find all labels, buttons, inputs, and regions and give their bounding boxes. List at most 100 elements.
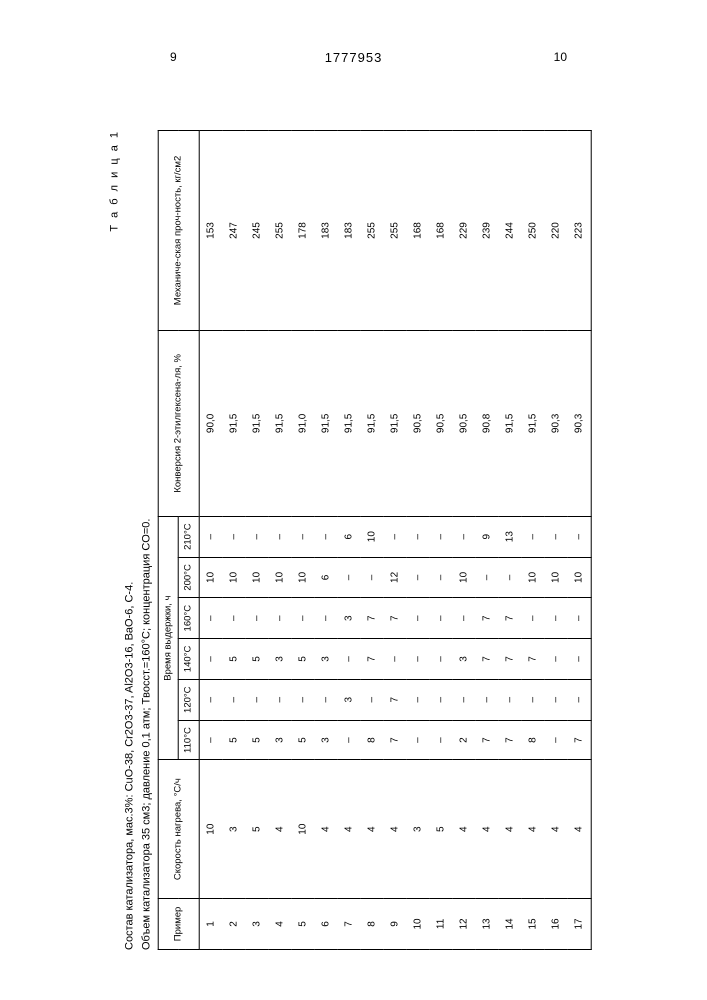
cell-t140: 7 xyxy=(475,639,498,680)
cell-t160: 7 xyxy=(383,598,406,639)
cell-conversion: 90,5 xyxy=(406,330,429,516)
cell-t200: 10 xyxy=(222,557,245,598)
cell-t140: – xyxy=(199,639,223,680)
cell-conversion: 91,5 xyxy=(498,330,521,516)
cell-example: 13 xyxy=(475,898,498,949)
table-row: 164––––10–90,3220 xyxy=(544,131,567,950)
cell-rate: 3 xyxy=(406,760,429,898)
cell-t210: – xyxy=(383,516,406,557)
cell-example: 9 xyxy=(383,898,406,949)
page-container: 9 10 1777953 Т а б л и ц а 1 Состав ката… xyxy=(0,0,707,1000)
cell-t160: – xyxy=(567,598,591,639)
cell-t120: – xyxy=(222,679,245,720)
cell-t160: – xyxy=(452,598,475,639)
cell-conversion: 90,3 xyxy=(544,330,567,516)
cell-rate: 4 xyxy=(567,760,591,898)
header-heating-rate: Скорость нагрева, °С/ч xyxy=(158,760,199,898)
cell-rate: 5 xyxy=(429,760,452,898)
cell-rate: 4 xyxy=(383,760,406,898)
table-row: 643–3–6–91,5183 xyxy=(314,131,337,950)
cell-strength: 244 xyxy=(498,131,521,331)
cell-t160: – xyxy=(291,598,314,639)
cell-t120: – xyxy=(360,679,383,720)
cell-t210: – xyxy=(314,516,337,557)
cell-t210: – xyxy=(245,516,268,557)
caption-line-1: Состав катализатора, мас.3%: CuO-38, Cr2… xyxy=(123,130,138,950)
cell-conversion: 91,0 xyxy=(291,330,314,516)
cell-t120: – xyxy=(429,679,452,720)
cell-rate: 3 xyxy=(222,760,245,898)
cell-t210: – xyxy=(199,516,223,557)
cell-t140: 7 xyxy=(498,639,521,680)
cell-t120: – xyxy=(268,679,291,720)
cell-rate: 10 xyxy=(291,760,314,898)
cell-conversion: 90,5 xyxy=(452,330,475,516)
cell-t210: – xyxy=(544,516,567,557)
data-table: Пример Скорость нагрева, °С/ч Время выде… xyxy=(158,130,592,950)
cell-t120: – xyxy=(314,679,337,720)
cell-t160: – xyxy=(406,598,429,639)
table-row: 110––––10–90,0153 xyxy=(199,131,223,950)
cell-t140: 3 xyxy=(314,639,337,680)
table-row: 1548–7–10–91,5250 xyxy=(521,131,544,950)
cell-example: 10 xyxy=(406,898,429,949)
cell-t200: – xyxy=(360,557,383,598)
cell-t140: – xyxy=(544,639,567,680)
cell-example: 15 xyxy=(521,898,544,949)
cell-t110: – xyxy=(544,720,567,760)
cell-example: 14 xyxy=(498,898,521,949)
cell-t110: 7 xyxy=(475,720,498,760)
cell-t110: 3 xyxy=(268,720,291,760)
cell-example: 16 xyxy=(544,898,567,949)
cell-t120: – xyxy=(498,679,521,720)
cell-example: 3 xyxy=(245,898,268,949)
table-header: Пример Скорость нагрева, °С/ч Время выде… xyxy=(158,131,199,950)
table-row: 74–3–3–691,5183 xyxy=(337,131,360,950)
cell-t210: 9 xyxy=(475,516,498,557)
cell-t200: – xyxy=(337,557,360,598)
cell-example: 5 xyxy=(291,898,314,949)
cell-t110: 5 xyxy=(291,720,314,760)
cell-t210: – xyxy=(291,516,314,557)
cell-example: 7 xyxy=(337,898,360,949)
cell-t160: – xyxy=(314,598,337,639)
cell-strength: 245 xyxy=(245,131,268,331)
cell-t120: 7 xyxy=(383,679,406,720)
cell-t120: – xyxy=(199,679,223,720)
cell-t200: 10 xyxy=(199,557,223,598)
cell-strength: 168 xyxy=(406,131,429,331)
header-temp-210: 210°С xyxy=(178,516,198,557)
cell-conversion: 91,5 xyxy=(383,330,406,516)
cell-t200: 10 xyxy=(245,557,268,598)
table-body: 110––––10–90,0153235–5–10–91,5247355–5–1… xyxy=(199,131,591,950)
cell-t110: 5 xyxy=(222,720,245,760)
cell-t120: – xyxy=(406,679,429,720)
cell-strength: 255 xyxy=(268,131,291,331)
cell-rate: 4 xyxy=(452,760,475,898)
cell-example: 17 xyxy=(567,898,591,949)
header-example: Пример xyxy=(158,898,199,949)
header-temp-120: 120°С xyxy=(178,679,198,720)
cell-conversion: 91,5 xyxy=(521,330,544,516)
cell-t210: 10 xyxy=(360,516,383,557)
cell-t160: 7 xyxy=(498,598,521,639)
cell-t140: 7 xyxy=(521,639,544,680)
cell-t140: 3 xyxy=(452,639,475,680)
cell-strength: 247 xyxy=(222,131,245,331)
cell-t200: 10 xyxy=(567,557,591,598)
header-temp-140: 140°С xyxy=(178,639,198,680)
cell-t200: 10 xyxy=(544,557,567,598)
cell-strength: 255 xyxy=(360,131,383,331)
cell-t110: – xyxy=(199,720,223,760)
cell-rate: 4 xyxy=(337,760,360,898)
cell-t120: – xyxy=(544,679,567,720)
cell-conversion: 91,5 xyxy=(268,330,291,516)
table-row: 9477–712–91,5255 xyxy=(383,131,406,950)
cell-example: 12 xyxy=(452,898,475,949)
cell-t160: – xyxy=(268,598,291,639)
cell-t200: 10 xyxy=(291,557,314,598)
cell-t210: – xyxy=(429,516,452,557)
cell-t140: – xyxy=(567,639,591,680)
cell-t110: – xyxy=(337,720,360,760)
cell-t140: – xyxy=(383,639,406,680)
